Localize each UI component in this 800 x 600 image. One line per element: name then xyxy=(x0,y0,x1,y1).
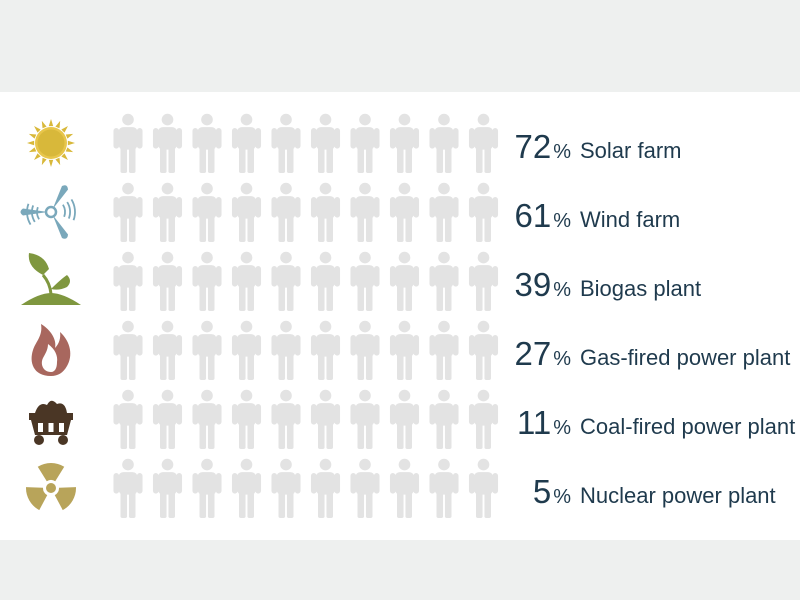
person-icon xyxy=(231,113,262,173)
person-icon xyxy=(389,458,420,518)
category-label: Solar farm xyxy=(580,138,681,163)
person-icon xyxy=(231,182,262,242)
person-icon xyxy=(113,251,143,311)
sprout-icon xyxy=(21,253,81,305)
pictograph-row: 72% Solar farm xyxy=(27,113,681,173)
category-label: Gas-fired power plant xyxy=(580,345,790,370)
person-icon xyxy=(468,320,499,380)
person-icon xyxy=(271,320,301,380)
person-icon xyxy=(113,182,143,242)
person-icon xyxy=(113,320,143,380)
bottom-band xyxy=(0,540,800,600)
person-icon xyxy=(389,113,420,173)
person-icon xyxy=(152,389,183,449)
person-icon xyxy=(231,389,262,449)
person-icon xyxy=(429,458,459,518)
person-icon xyxy=(192,113,222,173)
person-icon xyxy=(271,458,301,518)
person-icon xyxy=(429,182,459,242)
person-icon xyxy=(271,113,301,173)
person-icon xyxy=(152,251,183,311)
person-icon xyxy=(152,320,183,380)
person-icon xyxy=(310,251,341,311)
person-icon xyxy=(350,182,380,242)
percent-label: 27% xyxy=(514,335,571,372)
person-icon xyxy=(389,320,420,380)
pictograph-row: 27% Gas-fired power plant xyxy=(31,320,790,380)
person-icon xyxy=(113,389,143,449)
person-icon xyxy=(429,113,459,173)
person-icon xyxy=(389,182,420,242)
person-icon xyxy=(192,389,222,449)
person-icon xyxy=(429,389,459,449)
person-icon xyxy=(192,251,222,311)
category-label: Biogas plant xyxy=(580,276,701,301)
person-icon xyxy=(113,458,143,518)
person-icon xyxy=(468,251,499,311)
pictograph-row: 39% Biogas plant xyxy=(21,251,701,311)
percent-label: 61% xyxy=(514,197,571,234)
person-icon xyxy=(192,182,222,242)
person-icon xyxy=(310,320,341,380)
person-icon xyxy=(429,251,459,311)
percent-label: 39% xyxy=(514,266,571,303)
flame-icon xyxy=(31,324,71,376)
radiation-icon xyxy=(26,463,76,511)
person-icon xyxy=(389,389,420,449)
person-icon xyxy=(468,458,499,518)
person-icon xyxy=(271,182,301,242)
person-icon xyxy=(468,182,499,242)
person-icon xyxy=(152,458,183,518)
pictograph-row: 5% Nuclear power plant xyxy=(26,458,776,518)
person-icon xyxy=(231,458,262,518)
person-icon xyxy=(350,458,380,518)
person-icon xyxy=(231,320,262,380)
person-icon xyxy=(429,320,459,380)
person-icon xyxy=(192,320,222,380)
person-icon xyxy=(350,251,380,311)
wind-turbine-icon xyxy=(20,185,76,239)
category-label: Nuclear power plant xyxy=(580,483,776,508)
pictograph-row: 61% Wind farm xyxy=(20,182,680,242)
person-icon xyxy=(350,113,380,173)
person-icon xyxy=(231,251,262,311)
person-icon xyxy=(468,113,499,173)
person-icon xyxy=(271,251,301,311)
percent-label: 5% xyxy=(533,473,571,510)
coal-cart-icon xyxy=(29,400,73,445)
top-band xyxy=(0,0,800,92)
person-icon xyxy=(468,389,499,449)
person-icon xyxy=(113,113,143,173)
percent-label: 11% xyxy=(517,404,571,441)
person-icon xyxy=(350,389,380,449)
person-icon xyxy=(152,182,183,242)
person-icon xyxy=(310,458,341,518)
person-icon xyxy=(310,182,341,242)
person-icon xyxy=(389,251,420,311)
person-icon xyxy=(350,320,380,380)
person-icon xyxy=(310,113,341,173)
pictograph-row: 11% Coal-fired power plant xyxy=(29,389,795,449)
category-label: Coal-fired power plant xyxy=(580,414,795,439)
person-icon xyxy=(310,389,341,449)
person-icon xyxy=(192,458,222,518)
person-icon xyxy=(152,113,183,173)
percent-label: 72% xyxy=(514,128,571,165)
category-label: Wind farm xyxy=(580,207,680,232)
person-icon xyxy=(271,389,301,449)
sun-icon xyxy=(27,119,75,167)
